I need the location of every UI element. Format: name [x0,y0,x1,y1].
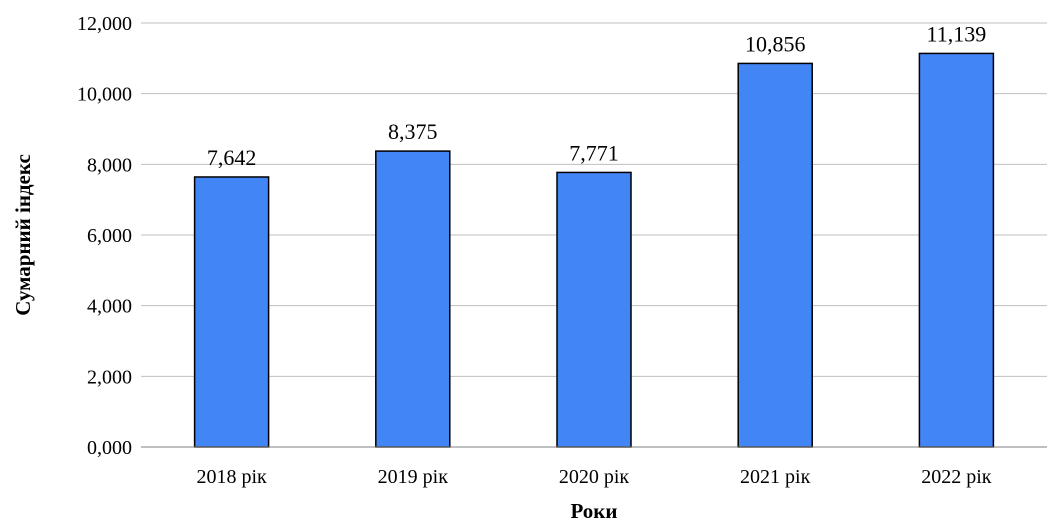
y-axis-ticks: 0,000 2,000 4,000 6,000 8,000 10,000 12,000 [77,13,132,459]
y-tick-label: 0,000 [87,437,132,459]
y-tick-label: 2,000 [87,366,132,388]
y-tick-label: 12,000 [77,13,132,35]
x-tick-label: 2019 рік [378,466,449,488]
data-label: 11,139 [927,21,987,46]
bars [193,52,995,448]
data-label: 10,856 [745,31,806,56]
data-label: 8,375 [388,119,438,144]
y-tick-label: 8,000 [87,154,132,176]
bar [375,150,451,448]
x-tick-label: 2021 рік [740,466,811,488]
bar [556,171,632,448]
data-label: 7,771 [569,140,619,165]
y-axis-title: Сумарний індекс [11,154,35,316]
y-tick-label: 10,000 [77,84,132,106]
x-tick-label: 2022 рік [921,466,992,488]
data-label: 7,642 [207,145,257,170]
y-tick-label: 6,000 [87,225,132,247]
x-axis-ticks: 2018 рік 2019 рік 2020 рік 2021 рік 2022 рік [196,466,991,488]
x-axis-title: Роки [570,499,617,523]
bar [737,62,813,448]
bar [193,176,270,448]
x-tick-label: 2018 рік [196,466,267,488]
bar [918,52,995,448]
x-tick-label: 2020 рік [559,466,630,488]
data-labels: 7,642 8,375 7,771 10,856 11,139 [207,21,986,170]
y-tick-label: 4,000 [87,296,132,318]
